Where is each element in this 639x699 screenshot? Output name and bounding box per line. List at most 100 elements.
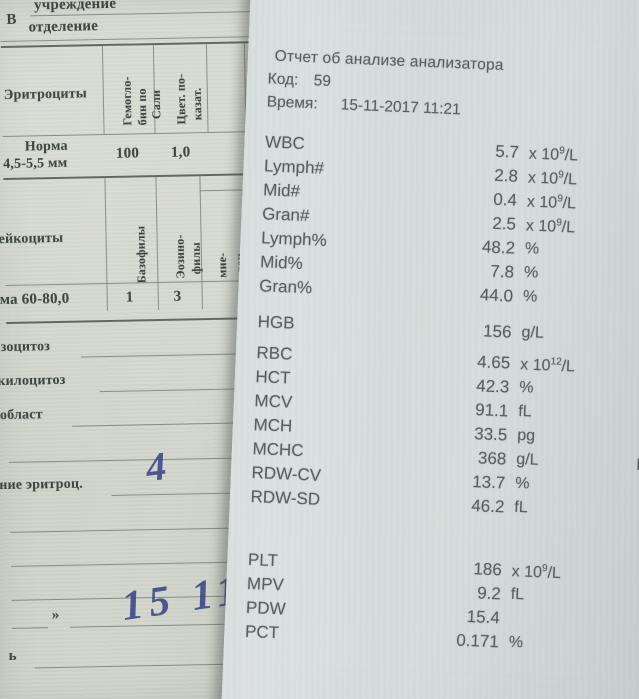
result-unit: % — [524, 240, 540, 258]
col-header-hgb-sali-line1: Гемогло- — [119, 76, 135, 126]
field-label-eryth-sedimentation: ние эритроц. — [0, 476, 84, 494]
result-label: PCT — [244, 621, 280, 643]
result-value: 9.2 — [476, 583, 502, 604]
result-unit: x 109/L — [526, 193, 577, 213]
receipt-time-label: Время: — [266, 93, 319, 113]
result-unit: % — [518, 378, 534, 397]
result-unit: % — [523, 264, 539, 282]
table-col-divider-2 — [152, 43, 156, 134]
result-value: 0.4 — [492, 189, 518, 210]
result-value: 4.65 — [476, 352, 511, 373]
analyzer-receipt-content: Отчет об анализе анализатора Код: 59 Вре… — [205, 0, 639, 699]
result-label: Lymph# — [263, 156, 325, 178]
norm-label-line2: 4,5-5,5 мм — [3, 155, 68, 172]
form-header-institution: учреждение — [33, 0, 117, 14]
receipt-code-label: Код: — [267, 70, 299, 89]
norm-value-hgb: 100 — [115, 145, 140, 162]
result-value: 44.0 — [479, 285, 514, 306]
result-value: 2.5 — [491, 213, 517, 234]
field-label-anisocytosis: зоцитоз — [0, 339, 51, 356]
col-header-color-index-line2: казат. — [189, 87, 205, 121]
result-unit: x 109/L — [527, 169, 578, 189]
result-label: MCHC — [252, 439, 304, 461]
result-value: 46.2 — [470, 496, 505, 517]
result-value: 33.5 — [473, 424, 508, 445]
result-label: Gran# — [261, 204, 310, 226]
result-value: 42.3 — [475, 376, 510, 397]
col-header-eosinophils-line2: филы — [188, 242, 204, 275]
leuko-col-divider-1 — [104, 176, 108, 312]
norm-label-line1: Норма — [24, 138, 68, 155]
result-label: HGB — [257, 312, 295, 333]
result-label: Gran% — [258, 276, 313, 298]
result-label: PLT — [247, 549, 279, 571]
result-unit: fL — [517, 402, 532, 421]
result-label: MPV — [246, 573, 285, 595]
norm-value-color-index: 1,0 — [170, 144, 191, 161]
handwritten-eryth-value: 4 — [143, 443, 169, 491]
row-label-erythrocytes: Эритроциты — [3, 86, 88, 103]
row-label-leukocytes: ейкоциты — [0, 230, 64, 248]
col-header-color-index-line1: Цвет. по- — [173, 73, 189, 125]
result-value: 13.7 — [471, 472, 506, 493]
quote-mark: » — [51, 606, 60, 624]
result-value: 186 — [473, 559, 503, 580]
date-rule-left[interactable] — [12, 627, 49, 629]
result-value: 2.8 — [493, 165, 519, 186]
result-value: 15.4 — [466, 607, 501, 628]
receipt-title: Отчет об анализе анализатора — [274, 47, 505, 75]
unit-exponent: 12 — [550, 356, 562, 368]
form-header-department: отделение — [28, 18, 99, 36]
col-header-eosinophils-line1: Эозино- — [172, 234, 188, 279]
result-label: PDW — [245, 597, 287, 619]
unit-exponent: 9 — [541, 563, 548, 575]
result-value: 368 — [477, 448, 507, 469]
unit-exponent: 9 — [557, 193, 564, 205]
result-label: HCT — [255, 367, 291, 388]
result-label: Mid# — [262, 180, 301, 201]
result-label: Lymph% — [260, 228, 328, 250]
result-unit: x 109/L — [511, 563, 562, 583]
receipt-time-value: 15-11-2017 11:21 — [340, 96, 462, 119]
field-label-poikilocytosis: килоцитоз — [0, 372, 66, 390]
result-unit: g/L — [515, 450, 539, 469]
result-value: 5.7 — [494, 141, 520, 162]
result-label: MCH — [253, 415, 293, 436]
result-unit: % — [514, 474, 530, 493]
result-label: RBC — [256, 343, 293, 364]
result-label: Mid% — [259, 252, 304, 273]
result-unit: x 109/L — [528, 145, 579, 165]
table-col-divider-1 — [101, 44, 105, 135]
leuko-col-divider-2 — [155, 175, 159, 311]
receipt-code-value: 59 — [313, 72, 332, 90]
field-label-normoblast: област — [0, 407, 43, 424]
result-value: 156 — [482, 321, 512, 342]
result-unit: pg — [516, 426, 536, 445]
result-unit: fL — [514, 498, 529, 517]
value-basophils: 1 — [125, 289, 134, 306]
result-unit: fL — [510, 585, 525, 604]
result-unit: x 1012/L — [519, 356, 576, 376]
table-col-divider-3 — [205, 42, 209, 133]
unit-exponent: 9 — [556, 217, 563, 229]
form-tail-char: ь — [8, 647, 17, 664]
result-label: MCV — [254, 391, 293, 412]
result-label: RDW-CV — [251, 463, 322, 485]
result-unit: x 109/L — [525, 217, 576, 237]
result-label: WBC — [264, 132, 306, 153]
result-value: 7.8 — [489, 261, 515, 282]
col-header-basophils: Базофилы — [133, 225, 149, 284]
norm-label-leukocytes: ма 60-80,0 — [0, 290, 70, 309]
result-unit: g/L — [521, 324, 545, 342]
unit-exponent: 9 — [559, 145, 566, 157]
result-value: 0.171 — [455, 630, 500, 652]
result-value: 48.2 — [481, 237, 516, 258]
unit-exponent: 9 — [558, 169, 565, 181]
result-unit: % — [522, 288, 538, 306]
col-header-hgb-sali-line3: Сали — [148, 89, 164, 120]
result-label: RDW-SD — [250, 487, 321, 509]
form-header-prefix: В — [6, 11, 17, 28]
result-unit: % — [508, 633, 524, 652]
result-value: 91.1 — [474, 400, 509, 421]
